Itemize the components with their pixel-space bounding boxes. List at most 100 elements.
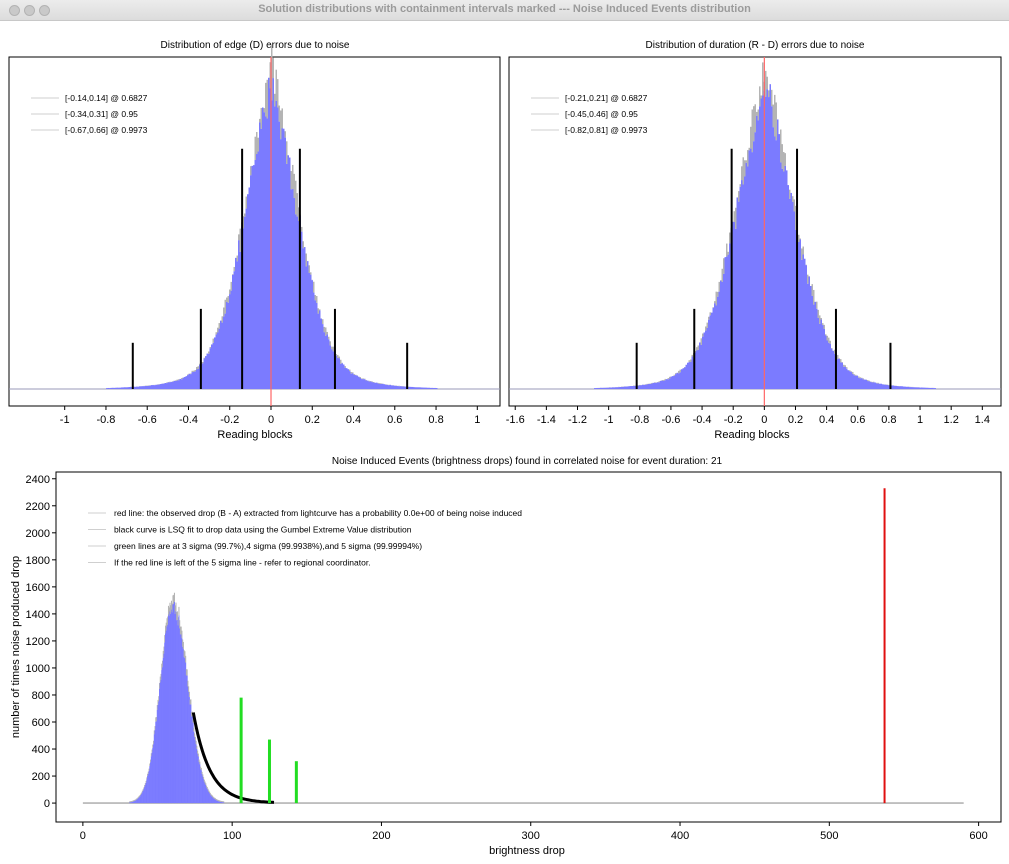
histogram-bar — [850, 372, 852, 389]
histogram-bar — [711, 312, 713, 389]
histogram-bar-outline — [232, 274, 234, 275]
histogram-bar — [679, 372, 681, 389]
x-tick-label: 0.8 — [881, 414, 896, 426]
histogram-bar — [397, 386, 399, 389]
histogram-bar-outline — [688, 360, 690, 363]
histogram-bar-outline — [751, 109, 753, 153]
histogram-bar — [817, 317, 819, 389]
histogram-bar-outline — [191, 370, 193, 373]
histogram-bar-outline — [843, 364, 845, 367]
histogram-bar — [696, 350, 698, 389]
histogram-bar-outline — [721, 268, 723, 282]
histogram-bar — [844, 366, 846, 389]
histogram-bar — [179, 628, 181, 804]
histogram-bar — [669, 378, 671, 389]
histogram-bar-outline — [780, 129, 782, 163]
histogram-bar — [147, 775, 149, 804]
histogram-bar-outline — [322, 319, 324, 325]
histogram-bar — [317, 313, 319, 389]
histogram-bar-outline — [760, 95, 762, 99]
gumbel-fit-curve — [191, 712, 275, 804]
histogram-bar — [167, 624, 169, 804]
histogram-bar — [185, 376, 187, 389]
histogram-bar-outline — [200, 766, 202, 770]
histogram-bar — [226, 301, 228, 389]
histogram-bar — [933, 388, 935, 389]
histogram-bar — [128, 387, 130, 389]
histogram-bar — [840, 362, 842, 389]
chart-title: Distribution of edge (D) errors due to n… — [161, 40, 350, 51]
minimize-window-button[interactable] — [24, 5, 35, 16]
histogram-bar-outline — [811, 284, 813, 296]
histogram-bar-outline — [214, 798, 217, 800]
histogram-bar-outline — [807, 274, 809, 284]
histogram-bar-outline — [661, 380, 663, 381]
histogram-bar — [924, 387, 926, 389]
histogram-bar-outline — [175, 602, 177, 612]
histogram-bar — [335, 355, 337, 389]
histogram-bar — [877, 383, 879, 389]
histogram-bar — [170, 613, 172, 804]
histogram-bar — [395, 385, 397, 389]
histogram-bar — [307, 261, 309, 389]
histogram-bar — [362, 379, 364, 389]
histogram-bar — [107, 387, 109, 389]
histogram-bar — [119, 387, 121, 389]
histogram-bar-outline — [385, 384, 387, 385]
axes: 0 100 200 300 400 500 600 0 200 400 600 800 1000 1200… — [26, 474, 988, 842]
histogram-bar — [700, 344, 702, 389]
histogram-bar — [133, 801, 135, 804]
histogram-bar — [630, 386, 632, 389]
histogram-bar-outline — [813, 289, 815, 305]
histogram-bar — [858, 377, 860, 389]
histogram-bar-outline — [700, 338, 702, 345]
histogram-bar-outline — [177, 617, 179, 626]
histogram-bar — [136, 386, 138, 389]
histogram-bar-outline — [361, 378, 363, 380]
histogram-bar-outline — [180, 626, 182, 635]
histogram-bar — [208, 353, 210, 389]
histogram-bar-outline — [244, 213, 246, 217]
histogram-bar — [861, 378, 863, 389]
histogram-bar — [135, 799, 137, 804]
histogram-bar — [157, 704, 159, 804]
histogram-bar — [697, 349, 699, 389]
histogram-bar — [624, 386, 626, 389]
histogram-bar-outline — [132, 800, 134, 802]
histogram-bar — [205, 785, 207, 804]
histogram-bar — [191, 372, 193, 389]
histogram-bar-outline — [709, 312, 711, 316]
histogram-bar — [179, 634, 181, 804]
histogram-bar-outline — [204, 781, 206, 784]
histogram-bar — [868, 381, 870, 389]
histogram-bar-outline — [308, 265, 310, 274]
histogram-bar-outline — [825, 334, 827, 336]
histogram-bar — [163, 653, 165, 804]
histogram-bar — [891, 385, 893, 389]
histogram-bar — [322, 324, 324, 389]
histogram-bar-outline — [726, 243, 728, 257]
histogram-bar — [768, 97, 770, 389]
histogram-bar — [804, 258, 806, 389]
histogram-bar-outline — [274, 93, 276, 107]
histogram-bar — [199, 764, 201, 804]
histogram-bar-outline — [170, 605, 172, 614]
histogram-bar-outline — [191, 712, 193, 717]
close-window-button[interactable] — [9, 5, 20, 16]
histogram-bar — [404, 386, 406, 389]
histogram-bar-outline — [201, 771, 203, 775]
histogram-bar — [170, 609, 172, 804]
histogram-bar — [612, 387, 614, 389]
zoom-window-button[interactable] — [39, 5, 50, 16]
histogram-bar — [190, 374, 192, 389]
histogram-bar-outline — [215, 332, 217, 335]
histogram-bar — [398, 386, 400, 389]
histogram-bar — [176, 380, 178, 389]
histogram-bar-outline — [202, 774, 204, 777]
histogram-bar — [239, 251, 241, 389]
histogram-bar-outline — [147, 771, 149, 774]
histogram-bar-outline — [852, 371, 854, 374]
duration-error-chart: Distribution of duration (R - D) errors … — [506, 40, 1002, 441]
histogram-bar-outline — [129, 801, 131, 803]
histogram-bar-outline — [298, 207, 300, 221]
